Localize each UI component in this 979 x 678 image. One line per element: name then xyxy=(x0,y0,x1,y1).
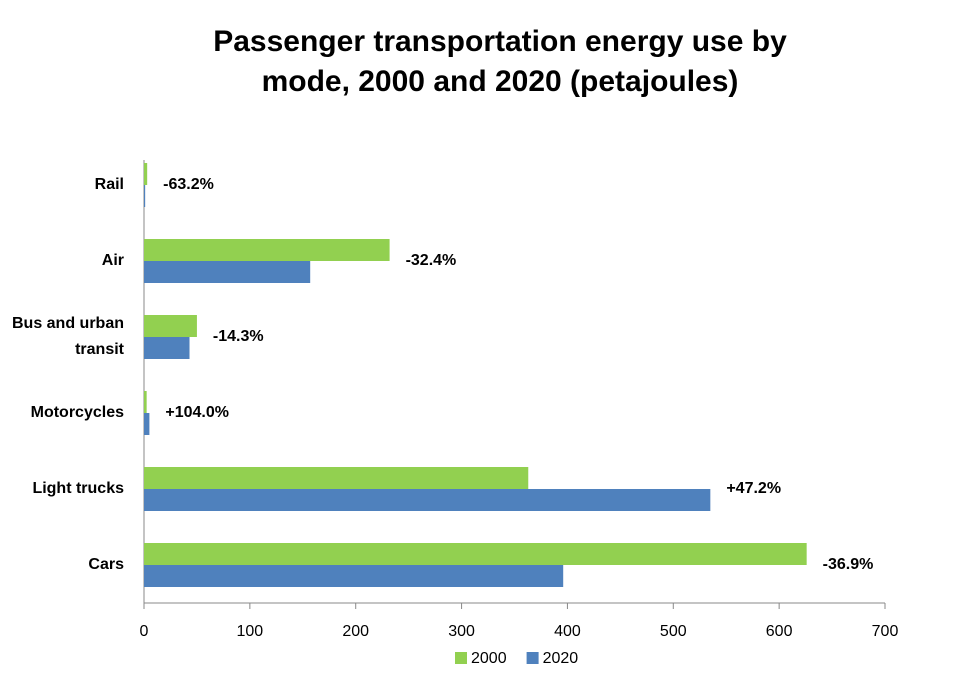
x-tick-label: 0 xyxy=(140,623,149,640)
x-tick-label: 300 xyxy=(448,623,475,640)
bar xyxy=(144,185,146,207)
x-tick-label: 200 xyxy=(342,623,369,640)
change-label: -63.2% xyxy=(163,176,214,193)
bar xyxy=(144,391,147,413)
bar xyxy=(144,543,807,565)
y-tick-label: Motorcycles xyxy=(30,404,124,421)
y-tick-label: Air xyxy=(101,252,124,269)
bar xyxy=(144,413,150,435)
bar xyxy=(144,565,564,587)
legend-label: 2000 xyxy=(471,650,507,667)
change-label: -14.3% xyxy=(213,328,264,345)
bar xyxy=(144,163,148,185)
change-label: -36.9% xyxy=(823,556,874,573)
x-tick-label: 500 xyxy=(660,623,687,640)
change-label: +104.0% xyxy=(165,404,229,421)
bar xyxy=(144,337,190,359)
chart-title: Passenger transportation energy use by m… xyxy=(213,25,787,98)
bar xyxy=(144,467,529,489)
x-tick-label: 700 xyxy=(872,623,899,640)
change-label: -32.4% xyxy=(406,252,457,269)
bar xyxy=(144,315,197,337)
bar xyxy=(144,261,311,283)
y-tick-label: Light trucks xyxy=(32,480,124,497)
bar xyxy=(144,239,390,261)
y-tick-label: Rail xyxy=(94,176,124,193)
bar xyxy=(144,489,711,511)
x-tick-label: 400 xyxy=(554,623,581,640)
y-tick-label: Bus and urban transit xyxy=(11,315,124,358)
x-tick-label: 600 xyxy=(766,623,793,640)
legend-swatch xyxy=(526,652,539,664)
x-tick-label: 100 xyxy=(237,623,264,640)
y-tick-label: Cars xyxy=(88,556,124,573)
legend-swatch xyxy=(455,652,467,664)
legend-label: 2020 xyxy=(543,650,579,667)
change-label: +47.2% xyxy=(726,480,781,497)
